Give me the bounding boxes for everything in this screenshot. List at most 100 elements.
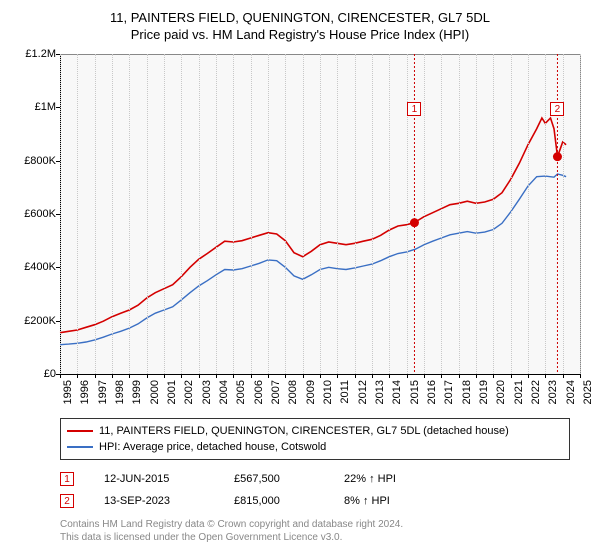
x-tick [545, 374, 546, 378]
event-row-price: £567,500 [234, 473, 344, 485]
x-tick [424, 374, 425, 378]
x-tick [493, 374, 494, 378]
gridline [441, 54, 442, 374]
gridline [147, 54, 148, 374]
x-label: 2019 [478, 380, 490, 410]
x-tick [476, 374, 477, 378]
x-tick [285, 374, 286, 378]
gridline [389, 54, 390, 374]
legend-label: HPI: Average price, detached house, Cots… [99, 441, 326, 453]
x-label: 1997 [97, 380, 109, 410]
x-tick [355, 374, 356, 378]
gridline [233, 54, 234, 374]
event-dot [410, 218, 419, 227]
y-label: £400K [14, 261, 56, 273]
x-tick [303, 374, 304, 378]
gridline [95, 54, 96, 374]
x-tick [459, 374, 460, 378]
events-row: 1 12-JUN-2015£567,50022% ↑ HPI [60, 468, 570, 490]
gridline [459, 54, 460, 374]
x-label: 2023 [547, 380, 559, 410]
title-address: 11, PAINTERS FIELD, QUENINGTON, CIRENCES… [14, 10, 586, 25]
x-tick [60, 374, 61, 378]
x-tick [216, 374, 217, 378]
titles: 11, PAINTERS FIELD, QUENINGTON, CIRENCES… [14, 10, 586, 42]
x-tick [199, 374, 200, 378]
x-label: 2004 [218, 380, 230, 410]
x-tick [181, 374, 182, 378]
x-label: 2001 [166, 380, 178, 410]
y-label: £600K [14, 208, 56, 220]
x-label: 2005 [235, 380, 247, 410]
gridline [112, 54, 113, 374]
gridline [493, 54, 494, 374]
y-label: £0 [14, 368, 56, 380]
x-label: 2012 [357, 380, 369, 410]
gridline [77, 54, 78, 374]
legend-label: 11, PAINTERS FIELD, QUENINGTON, CIRENCES… [99, 425, 509, 437]
x-label: 1996 [79, 380, 91, 410]
gridline [580, 54, 581, 374]
x-label: 2016 [426, 380, 438, 410]
x-tick [320, 374, 321, 378]
legend-row: 11, PAINTERS FIELD, QUENINGTON, CIRENCES… [67, 423, 563, 439]
events-table: 1 12-JUN-2015£567,50022% ↑ HPI 213-SEP-202… [60, 468, 570, 512]
gridline [251, 54, 252, 374]
x-label: 2010 [322, 380, 334, 410]
x-label: 2003 [201, 380, 213, 410]
event-dot [553, 152, 562, 161]
x-tick [129, 374, 130, 378]
y-label: £800K [14, 155, 56, 167]
y-label: £200K [14, 315, 56, 327]
gridline [268, 54, 269, 374]
gridline [60, 54, 61, 374]
footer-line2: This data is licensed under the Open Gov… [60, 531, 586, 544]
x-label: 2008 [287, 380, 299, 410]
x-label: 2018 [461, 380, 473, 410]
event-row-marker: 2 [60, 494, 74, 508]
x-tick [147, 374, 148, 378]
x-label: 2022 [530, 380, 542, 410]
x-label: 2024 [565, 380, 577, 410]
x-tick [112, 374, 113, 378]
events-row: 213-SEP-2023£815,0008% ↑ HPI [60, 490, 570, 512]
y-label: £1M [14, 101, 56, 113]
gridline [355, 54, 356, 374]
page: 11, PAINTERS FIELD, QUENINGTON, CIRENCES… [0, 0, 600, 560]
x-tick [407, 374, 408, 378]
gridline [528, 54, 529, 374]
x-tick [251, 374, 252, 378]
event-row-date: 12-JUN-2015 [104, 473, 234, 485]
x-label: 2013 [374, 380, 386, 410]
x-label: 1999 [131, 380, 143, 410]
gridline [216, 54, 217, 374]
event-number-box: 2 [550, 102, 564, 116]
x-tick [77, 374, 78, 378]
x-label: 2015 [409, 380, 421, 410]
x-tick [580, 374, 581, 378]
gridline [320, 54, 321, 374]
chart: £0£200K£400K£600K£800K£1M£1.2M1995199619… [14, 48, 586, 418]
title-subtitle: Price paid vs. HM Land Registry's House … [14, 27, 586, 42]
x-tick [389, 374, 390, 378]
x-label: 2017 [443, 380, 455, 410]
gridline [372, 54, 373, 374]
x-label: 2021 [513, 380, 525, 410]
x-label: 2009 [305, 380, 317, 410]
gridline [285, 54, 286, 374]
x-tick [441, 374, 442, 378]
gridline [199, 54, 200, 374]
gridline [164, 54, 165, 374]
legend-swatch [67, 430, 93, 432]
gridline [303, 54, 304, 374]
x-label: 2020 [495, 380, 507, 410]
event-row-pct: 22% ↑ HPI [344, 473, 464, 485]
x-label: 2002 [183, 380, 195, 410]
legend-row: HPI: Average price, detached house, Cots… [67, 439, 563, 455]
gridline [476, 54, 477, 374]
x-label: 1995 [62, 380, 74, 410]
gridline [129, 54, 130, 374]
x-tick [528, 374, 529, 378]
event-row-marker: 1 [60, 472, 74, 486]
x-tick [233, 374, 234, 378]
